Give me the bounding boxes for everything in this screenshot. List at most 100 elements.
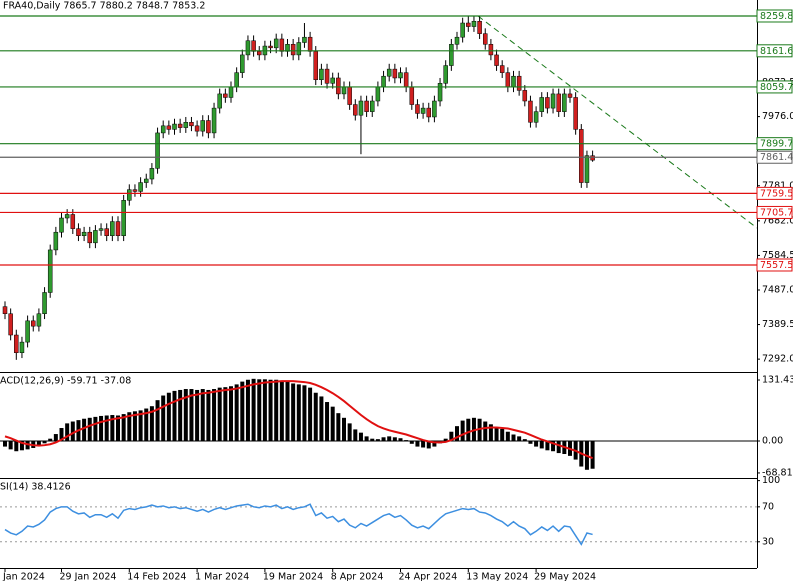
histogram-bar [426, 441, 431, 449]
level-label-box [756, 44, 793, 58]
trend-line [477, 15, 758, 229]
candle-body [330, 77, 335, 84]
histogram-bar [590, 441, 595, 469]
histogram-bar [415, 441, 420, 447]
histogram-bar [488, 424, 493, 442]
candle-body [454, 36, 460, 45]
histogram-bar [155, 400, 160, 442]
candle-body [466, 22, 471, 27]
rsi-line [4, 503, 593, 546]
level-label: 8161.6 [760, 46, 793, 57]
candle-body [177, 123, 183, 128]
candle-body [392, 68, 398, 79]
histogram-bar [313, 392, 318, 442]
histogram-bar [206, 389, 211, 442]
candle-body [324, 68, 330, 84]
candle-body [499, 65, 505, 73]
candle-body [516, 75, 522, 91]
histogram-bar [291, 383, 296, 442]
candle-body [420, 107, 426, 114]
candle-body [127, 189, 132, 201]
histogram-bar [116, 415, 120, 442]
candle-body [556, 93, 561, 112]
candle-body [273, 38, 279, 49]
histogram-bar [528, 441, 533, 444]
candle-body [87, 231, 92, 244]
y-tick-label: 7976.0 [762, 111, 793, 122]
candle-body [336, 77, 341, 95]
candle-body [234, 72, 239, 88]
histogram-bar [460, 420, 465, 442]
histogram-bar [421, 441, 426, 448]
histogram-bar [353, 429, 358, 442]
histogram-bar [336, 413, 341, 442]
candle-body [70, 214, 76, 229]
candle-body [172, 123, 177, 130]
histogram-bar [387, 436, 392, 442]
histogram-bar [285, 381, 290, 442]
candle-body [426, 107, 431, 118]
histogram-bar [93, 416, 98, 442]
y-tick-label: 7584.5 [762, 250, 793, 261]
histogram-bar [110, 415, 115, 442]
candle-body [268, 45, 273, 49]
candle-body [279, 38, 285, 52]
histogram-bar [534, 441, 539, 447]
candle-body [160, 125, 166, 134]
candle-body [313, 51, 318, 80]
candle-body [319, 68, 324, 80]
indicator-title: SI(14) 38.4126 [0, 482, 71, 493]
histogram-bar [217, 387, 222, 442]
histogram-bar [302, 385, 307, 442]
level-label-box [756, 9, 793, 23]
histogram-bar [358, 432, 363, 442]
histogram-bar [36, 441, 41, 446]
histogram-bar [3, 441, 7, 447]
level-label: 8059.7 [760, 82, 793, 93]
histogram-bar [172, 390, 177, 442]
candle-body [149, 168, 155, 180]
histogram-bar [121, 414, 126, 442]
histogram-bar [556, 441, 561, 454]
histogram-bar [19, 441, 24, 451]
level-label: 7557.5 [760, 260, 793, 271]
candle-body [251, 40, 256, 52]
histogram-bar [522, 439, 527, 442]
level-label: 7861.4 [760, 152, 793, 163]
candle-body [223, 93, 228, 98]
histogram-bar [149, 406, 154, 442]
histogram-bar [82, 418, 87, 442]
candle-body [409, 86, 415, 105]
histogram-bar [183, 389, 188, 442]
candle-body [483, 33, 488, 45]
histogram-bar [511, 434, 516, 442]
candle-body [296, 42, 302, 56]
level-label-box [756, 205, 793, 219]
candle-body [93, 230, 98, 244]
candle-body [584, 155, 590, 183]
histogram-bar [364, 436, 369, 442]
candle-body [364, 100, 369, 112]
histogram-bar [251, 378, 256, 442]
candle-body [2, 306, 8, 314]
x-tick-label: 14 Feb 2024 [127, 572, 186, 581]
histogram-bar [483, 421, 488, 442]
histogram-bar [279, 380, 284, 442]
candle-body [545, 97, 550, 109]
y-tick-label: 70 [762, 501, 774, 512]
candle-body [347, 86, 352, 105]
histogram-bar [517, 436, 522, 442]
y-tick-label: -68.81 [762, 467, 793, 478]
candle-body [403, 72, 409, 88]
histogram-bar [296, 384, 301, 442]
candle-body [166, 125, 172, 130]
candle-body [539, 97, 544, 112]
candle-body [110, 221, 115, 236]
candle-body [550, 93, 556, 109]
level-label-box [756, 258, 793, 272]
x-tick-label: 1 Mar 2024 [195, 572, 249, 581]
candle-body [211, 107, 217, 134]
candle-body [138, 182, 143, 192]
